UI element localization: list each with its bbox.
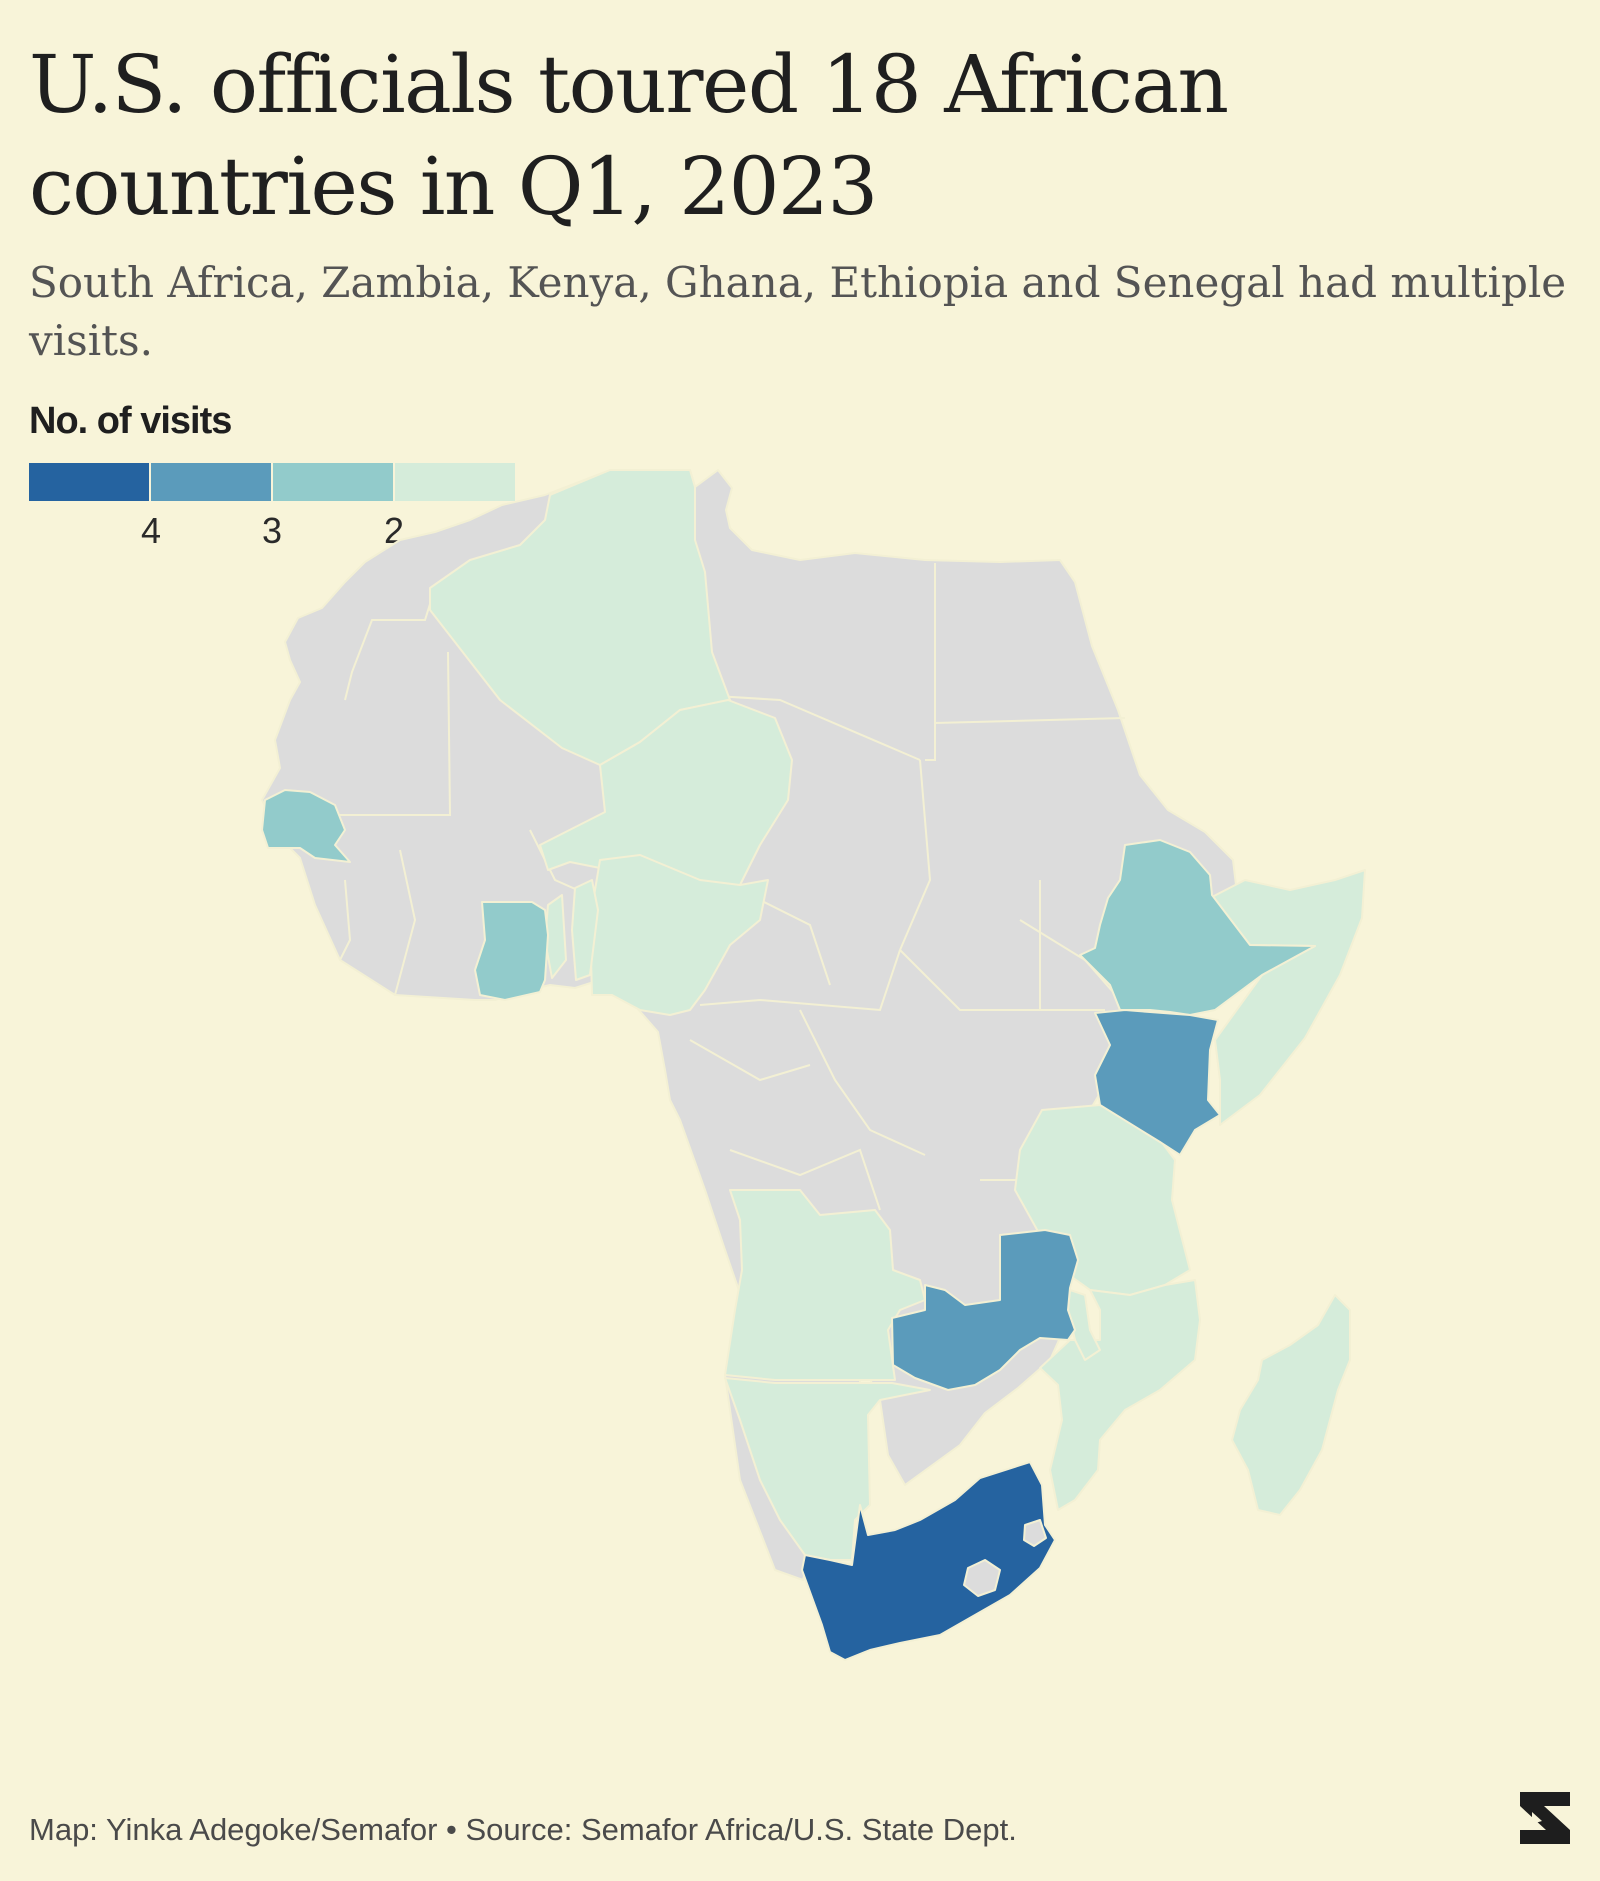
legend-color-scale xyxy=(29,463,517,501)
country-benin xyxy=(571,879,599,981)
legend-tick-4: 4 xyxy=(140,510,162,551)
country-namibia xyxy=(724,1377,931,1561)
country-ghana xyxy=(474,901,549,1001)
country-zambia xyxy=(891,1229,1079,1391)
legend-swatch-1 xyxy=(395,463,515,501)
legend-tick-3: 3 xyxy=(261,510,283,551)
country-angola xyxy=(724,1189,926,1381)
country-eswatini xyxy=(1023,1519,1047,1547)
country-mozambique xyxy=(1039,1279,1201,1511)
country-senegal xyxy=(261,789,351,863)
chart-subtitle: South Africa, Zambia, Kenya, Ghana, Ethi… xyxy=(29,258,1567,365)
legend-title: No. of visits xyxy=(29,400,232,442)
chart-title: U.S. officials toured 18 African countri… xyxy=(29,38,1229,233)
country-lesotho xyxy=(963,1559,1001,1597)
legend-swatch-3 xyxy=(151,463,271,501)
country-algeria xyxy=(429,469,731,766)
country-borders xyxy=(300,563,1126,1221)
semafor-logo-icon xyxy=(1518,1790,1572,1851)
country-nigeria xyxy=(589,854,769,1016)
footer-credit: Map: Yinka Adegoke/Semafor • Source: Sem… xyxy=(29,1812,1017,1847)
country-kenya xyxy=(1094,1009,1221,1156)
country-south-africa xyxy=(801,1461,1056,1661)
country-madagascar xyxy=(1231,1294,1351,1516)
legend-swatch-4 xyxy=(29,463,149,501)
legend-swatch-2 xyxy=(273,463,393,501)
